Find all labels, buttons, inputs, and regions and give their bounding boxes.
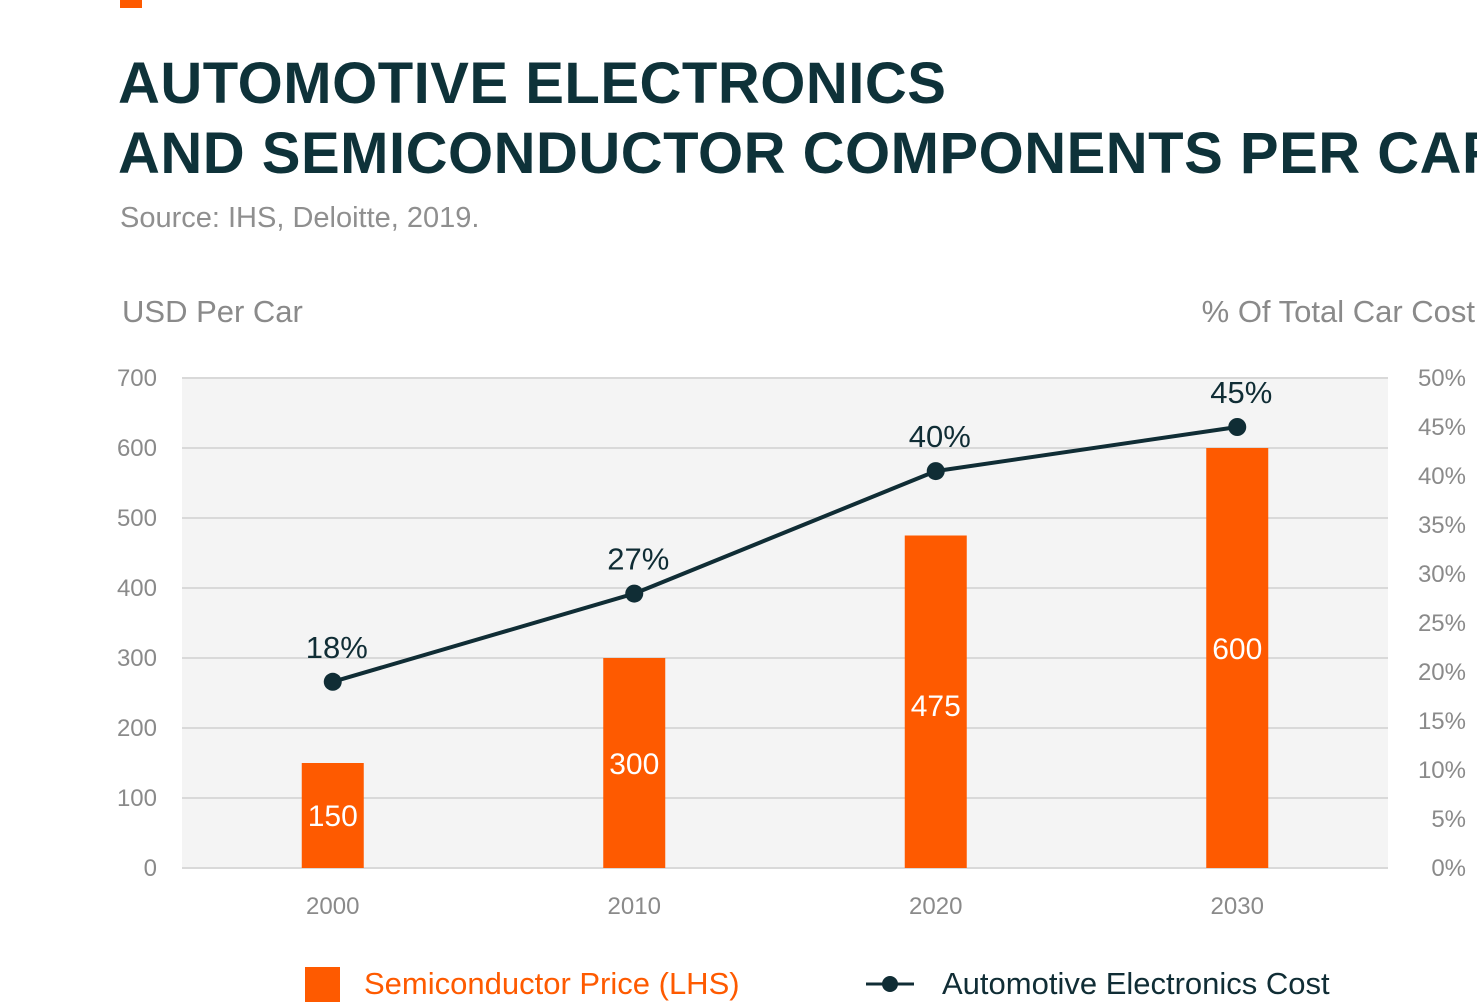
- left-axis-title: USD Per Car: [122, 294, 303, 329]
- bar: [603, 658, 666, 868]
- right-axis-tick-label: 5%: [1431, 806, 1466, 833]
- bar-value-label: 150: [308, 800, 358, 833]
- legend-label-electronics-cost: Automotive Electronics Cost: [942, 966, 1330, 1001]
- left-axis-tick-label: 500: [117, 505, 157, 532]
- x-axis-ticks: 2000 2010 2020 2030: [306, 893, 1264, 920]
- plot-background: [182, 378, 1388, 868]
- bar-series: [301, 448, 1269, 868]
- line-path: [332, 425, 1238, 684]
- x-axis-tick-label: 2030: [1211, 893, 1264, 920]
- line-marker: [1228, 418, 1247, 436]
- bar-value-label: 475: [911, 690, 961, 723]
- legend-item-semiconductor-price: Semiconductor Price (LHS): [305, 964, 740, 1004]
- bar-value-label: 600: [1212, 633, 1262, 666]
- bar: [1206, 448, 1269, 868]
- gridlines: [182, 377, 1388, 869]
- chart-title-line-1: AUTOMOTIVE ELECTRONICS: [118, 51, 947, 116]
- line-value-label: 27%: [607, 542, 669, 577]
- bar: [904, 535, 967, 868]
- right-axis-title: % Of Total Car Cost: [1201, 294, 1475, 329]
- right-axis-tick-label: 50%: [1418, 365, 1466, 392]
- right-axis-tick-label: 30%: [1418, 561, 1466, 588]
- right-axis-tick-label: 45%: [1418, 414, 1466, 441]
- left-axis-tick-label: 100: [117, 785, 157, 812]
- bar: [301, 763, 364, 868]
- legend-item-electronics-cost: Automotive Electronics Cost: [866, 964, 1330, 1004]
- left-axis-tick-label: 200: [117, 715, 157, 742]
- line-marker: [625, 584, 644, 603]
- line-value-label: 45%: [1210, 375, 1272, 410]
- line-value-labels: 18% 27% 40% 45%: [306, 375, 1273, 665]
- right-axis-tick-label: 20%: [1418, 659, 1466, 686]
- x-axis-tick-label: 2010: [608, 893, 661, 920]
- right-axis-ticks: 0% 5% 10% 15% 20% 25% 30% 35% 40% 45% 50%: [1418, 365, 1466, 882]
- left-axis-tick-label: 400: [117, 575, 157, 602]
- right-axis-tick-label: 35%: [1418, 512, 1466, 539]
- line-marker: [323, 672, 342, 691]
- accent-mark: [120, 0, 142, 8]
- line-series: [323, 418, 1247, 691]
- bar-value-labels: 150 300 475 600: [308, 633, 1263, 833]
- legend-line-swatch: [866, 976, 914, 992]
- line-value-label: 40%: [909, 419, 971, 454]
- legend-bar-swatch: [305, 966, 340, 1002]
- source-note: Source: IHS, Deloitte, 2019.: [120, 202, 480, 234]
- left-axis-tick-label: 700: [117, 365, 157, 392]
- right-axis-tick-label: 40%: [1418, 463, 1466, 490]
- legend-label-semiconductor-price: Semiconductor Price (LHS): [364, 966, 740, 1001]
- left-axis-tick-label: 0: [144, 855, 157, 882]
- x-axis-tick-label: 2000: [306, 893, 359, 920]
- right-axis-tick-label: 10%: [1418, 757, 1466, 784]
- line-value-label: 18%: [306, 630, 368, 665]
- left-axis-tick-label: 600: [117, 435, 157, 462]
- left-axis-tick-label: 300: [117, 645, 157, 672]
- left-axis-ticks: 0 100 200 300 400 500 600 700: [117, 365, 157, 882]
- x-axis-tick-label: 2020: [909, 893, 962, 920]
- right-axis-tick-label: 0%: [1431, 855, 1466, 882]
- chart-title-line-2: AND SEMICONDUCTOR COMPONENTS PER CAR: [118, 121, 1477, 186]
- bar-value-label: 300: [609, 748, 659, 781]
- right-axis-tick-label: 15%: [1418, 708, 1466, 735]
- right-axis-tick-label: 25%: [1418, 610, 1466, 637]
- line-marker: [926, 462, 945, 481]
